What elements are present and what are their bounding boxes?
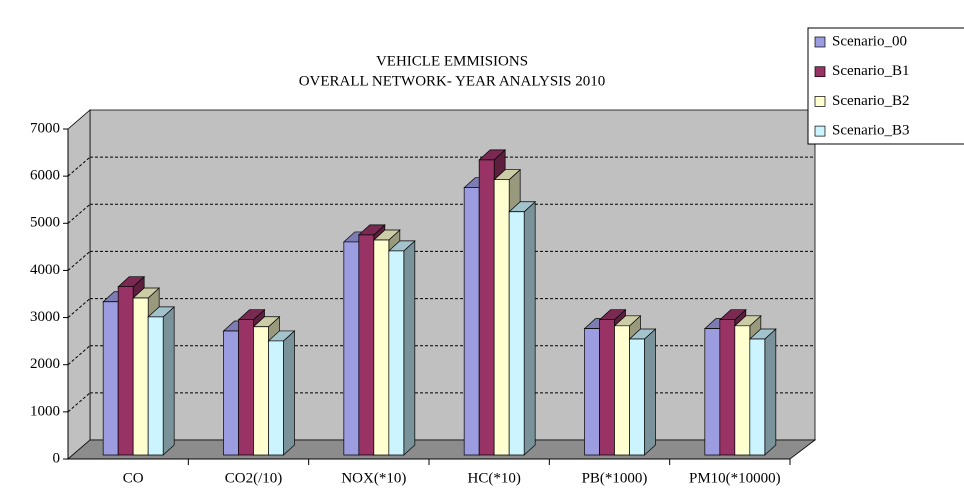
bar-front <box>734 325 751 456</box>
bar-front <box>268 340 284 456</box>
legend-swatch <box>814 66 826 78</box>
bar-side <box>283 330 295 456</box>
bar-side <box>162 306 175 456</box>
bar <box>147 306 176 456</box>
legend <box>807 27 964 145</box>
bar-front <box>704 328 721 456</box>
bar-front <box>584 328 600 456</box>
y-tick-label: 4000 <box>30 262 60 278</box>
bar-side <box>403 240 416 456</box>
bar <box>508 200 537 456</box>
bar <box>748 328 777 456</box>
floor <box>66 439 817 460</box>
bar-front <box>358 234 375 456</box>
bar-front <box>117 286 134 456</box>
legend-label: Scenario_B3 <box>832 123 909 139</box>
x-tick-label: PB(*1000) <box>582 470 648 486</box>
side-wall <box>67 109 91 460</box>
bar-front <box>478 159 495 456</box>
bar-front <box>373 239 390 456</box>
bar-front <box>599 319 615 456</box>
y-tick-label: 3000 <box>30 309 60 325</box>
y-tick-label: 7000 <box>30 120 60 136</box>
x-tick-label: PM10(*10000) <box>689 470 781 486</box>
bar-front <box>629 338 645 456</box>
bar <box>267 330 296 456</box>
chart-title: VEHICLE EMMISIONS <box>376 53 528 69</box>
bar-front <box>463 187 480 456</box>
bar-front <box>253 326 269 456</box>
bar-front <box>508 211 525 456</box>
bar-front <box>749 338 766 456</box>
y-tick-label: 1000 <box>30 403 60 419</box>
bar-front <box>493 179 510 456</box>
y-tick-label: 2000 <box>30 356 60 372</box>
bar-front <box>102 301 119 456</box>
bar <box>628 328 657 456</box>
bar <box>387 240 416 456</box>
x-tick-label: NOX(*10) <box>341 470 406 486</box>
y-tick-label: 6000 <box>30 168 60 184</box>
chart-subtitle: OVERALL NETWORK- YEAR ANALYSIS 2010 <box>299 73 606 89</box>
bar-front <box>132 297 149 456</box>
bar-side <box>523 200 536 456</box>
x-tick-label: CO <box>123 470 144 486</box>
bar-front <box>614 325 630 456</box>
legend-swatch <box>814 96 826 107</box>
legend-label: Scenario_00 <box>832 33 907 49</box>
legend-label: Scenario_B2 <box>832 93 909 109</box>
bar-side <box>644 328 656 456</box>
bar-front <box>223 330 239 456</box>
bar-front <box>238 319 254 456</box>
legend-swatch <box>814 36 826 48</box>
x-tick-label: HC(*10) <box>468 470 521 486</box>
legend-label: Scenario_B1 <box>832 63 909 79</box>
bar-front <box>147 316 164 456</box>
y-tick-label: 0 <box>53 450 61 466</box>
bar-front <box>388 250 405 456</box>
x-tick-label: CO2(/10) <box>225 470 283 486</box>
bar-front <box>343 241 360 456</box>
legend-swatch <box>814 125 826 137</box>
bar-side <box>764 328 777 456</box>
bar-front <box>719 319 736 456</box>
y-tick-label: 5000 <box>30 215 60 231</box>
